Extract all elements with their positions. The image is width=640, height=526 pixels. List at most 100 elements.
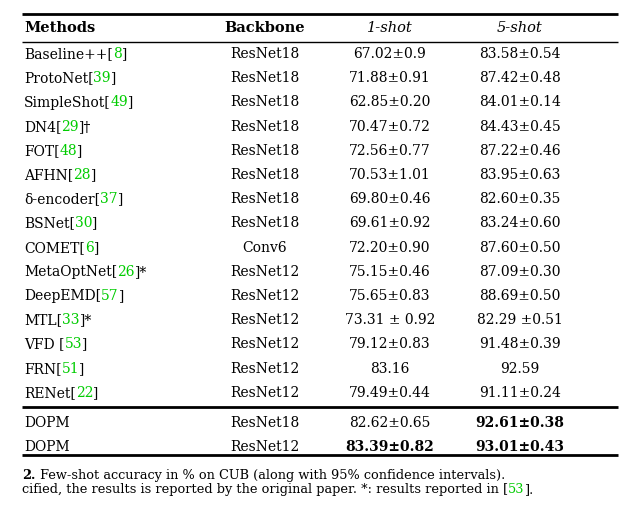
Text: AFHN[: AFHN[ — [24, 168, 73, 182]
Text: ]†: ]† — [79, 120, 92, 134]
Text: Backbone: Backbone — [225, 21, 305, 35]
Text: ]: ] — [128, 96, 134, 109]
Text: 5-shot: 5-shot — [497, 21, 543, 35]
Text: Baseline++[: Baseline++[ — [24, 47, 113, 61]
Text: 91.48±0.39: 91.48±0.39 — [479, 338, 561, 351]
Text: ]: ] — [118, 289, 124, 303]
Text: 92.59: 92.59 — [500, 362, 540, 376]
Text: ]: ] — [122, 47, 127, 61]
Text: Conv6: Conv6 — [243, 241, 287, 255]
Text: ResNet12: ResNet12 — [230, 338, 300, 351]
Text: 8: 8 — [113, 47, 122, 61]
Text: 30: 30 — [75, 217, 92, 230]
Text: DOPM: DOPM — [24, 416, 70, 430]
Text: 82.60±0.35: 82.60±0.35 — [479, 193, 561, 206]
Text: 67.02±0.9: 67.02±0.9 — [354, 47, 426, 61]
Text: DeepEMD[: DeepEMD[ — [24, 289, 101, 303]
Text: 26: 26 — [117, 265, 134, 279]
Text: ResNet12: ResNet12 — [230, 289, 300, 303]
Text: 6: 6 — [84, 241, 93, 255]
Text: 72.20±0.90: 72.20±0.90 — [349, 241, 431, 255]
Text: 51: 51 — [61, 362, 79, 376]
Text: MTL[: MTL[ — [24, 313, 62, 327]
Text: FOT[: FOT[ — [24, 144, 60, 158]
Text: 70.47±0.72: 70.47±0.72 — [349, 120, 431, 134]
Text: δ-encoder[: δ-encoder[ — [24, 193, 100, 206]
Text: 28: 28 — [73, 168, 91, 182]
Text: 69.80±0.46: 69.80±0.46 — [349, 193, 431, 206]
Text: 1-shot: 1-shot — [367, 21, 413, 35]
Text: ]*: ]* — [134, 265, 147, 279]
Text: 33: 33 — [62, 313, 79, 327]
Text: ResNet18: ResNet18 — [230, 144, 300, 158]
Text: ]: ] — [91, 168, 96, 182]
Text: 83.39±0.82: 83.39±0.82 — [346, 440, 435, 454]
Text: ].: ]. — [525, 483, 534, 497]
Text: 87.22±0.46: 87.22±0.46 — [479, 144, 561, 158]
Text: ]: ] — [111, 72, 116, 85]
Text: 82.62±0.65: 82.62±0.65 — [349, 416, 431, 430]
Text: 87.42±0.48: 87.42±0.48 — [479, 72, 561, 85]
Text: 82.29 ±0.51: 82.29 ±0.51 — [477, 313, 563, 327]
Text: 37: 37 — [100, 193, 118, 206]
Text: 70.53±1.01: 70.53±1.01 — [349, 168, 431, 182]
Text: ResNet18: ResNet18 — [230, 72, 300, 85]
Text: MetaOptNet[: MetaOptNet[ — [24, 265, 117, 279]
Text: 48: 48 — [60, 144, 77, 158]
Text: 73.31 ± 0.92: 73.31 ± 0.92 — [345, 313, 435, 327]
Text: ]: ] — [93, 386, 99, 400]
Text: 62.85±0.20: 62.85±0.20 — [349, 96, 431, 109]
Text: cified, the results is reported by the original paper. *: results reported in [: cified, the results is reported by the o… — [22, 483, 508, 497]
Text: 49: 49 — [111, 96, 128, 109]
Text: ResNet18: ResNet18 — [230, 96, 300, 109]
Text: ]: ] — [82, 338, 87, 351]
Text: ResNet12: ResNet12 — [230, 265, 300, 279]
Text: ]: ] — [77, 144, 83, 158]
Text: 84.43±0.45: 84.43±0.45 — [479, 120, 561, 134]
Text: Methods: Methods — [24, 21, 95, 35]
Text: 53: 53 — [508, 483, 525, 497]
Text: 93.01±0.43: 93.01±0.43 — [476, 440, 564, 454]
Text: FRN[: FRN[ — [24, 362, 61, 376]
Text: 53: 53 — [65, 338, 82, 351]
Text: 71.88±0.91: 71.88±0.91 — [349, 72, 431, 85]
Text: BSNet[: BSNet[ — [24, 217, 75, 230]
Text: 87.60±0.50: 87.60±0.50 — [479, 241, 561, 255]
Text: ]: ] — [92, 217, 98, 230]
Text: ProtoNet[: ProtoNet[ — [24, 72, 93, 85]
Text: 29: 29 — [61, 120, 79, 134]
Text: ResNet18: ResNet18 — [230, 168, 300, 182]
Text: 22: 22 — [76, 386, 93, 400]
Text: 91.11±0.24: 91.11±0.24 — [479, 386, 561, 400]
Text: 83.95±0.63: 83.95±0.63 — [479, 168, 561, 182]
Text: ResNet18: ResNet18 — [230, 193, 300, 206]
Text: ResNet18: ResNet18 — [230, 120, 300, 134]
Text: 72.56±0.77: 72.56±0.77 — [349, 144, 431, 158]
Text: SimpleShot[: SimpleShot[ — [24, 96, 111, 109]
Text: ]: ] — [118, 193, 123, 206]
Text: 79.49±0.44: 79.49±0.44 — [349, 386, 431, 400]
Text: DOPM: DOPM — [24, 440, 70, 454]
Text: ResNet12: ResNet12 — [230, 313, 300, 327]
Text: Few-shot accuracy in % on CUB (along with 95% confidence intervals).: Few-shot accuracy in % on CUB (along wit… — [36, 469, 505, 482]
Text: 88.69±0.50: 88.69±0.50 — [479, 289, 561, 303]
Text: 39: 39 — [93, 72, 111, 85]
Text: ResNet18: ResNet18 — [230, 217, 300, 230]
Text: ResNet18: ResNet18 — [230, 416, 300, 430]
Text: ResNet12: ResNet12 — [230, 440, 300, 454]
Text: DN4[: DN4[ — [24, 120, 61, 134]
Text: 83.58±0.54: 83.58±0.54 — [479, 47, 561, 61]
Text: 79.12±0.83: 79.12±0.83 — [349, 338, 431, 351]
Text: 69.61±0.92: 69.61±0.92 — [349, 217, 431, 230]
Text: 2.: 2. — [22, 469, 35, 482]
Text: COMET[: COMET[ — [24, 241, 84, 255]
Text: 57: 57 — [101, 289, 118, 303]
Text: 75.65±0.83: 75.65±0.83 — [349, 289, 431, 303]
Text: ResNet12: ResNet12 — [230, 362, 300, 376]
Text: 92.61±0.38: 92.61±0.38 — [476, 416, 564, 430]
Text: RENet[: RENet[ — [24, 386, 76, 400]
Text: 83.16: 83.16 — [371, 362, 410, 376]
Text: 83.24±0.60: 83.24±0.60 — [479, 217, 561, 230]
Text: 87.09±0.30: 87.09±0.30 — [479, 265, 561, 279]
Text: ]: ] — [93, 241, 99, 255]
